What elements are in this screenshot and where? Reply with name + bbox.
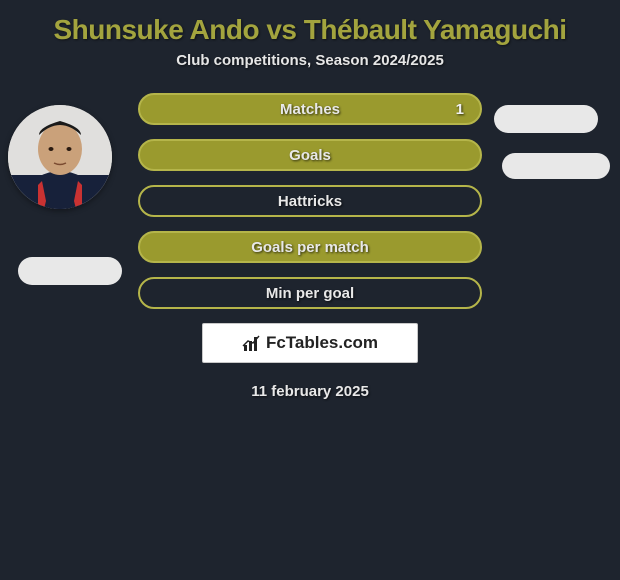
comparison-content: Matches 1 Goals Hattricks Goals per match Min… bbox=[0, 93, 620, 400]
page-subtitle: Club competitions, Season 2024/2025 bbox=[0, 52, 620, 93]
stat-bar: Goals bbox=[138, 139, 482, 171]
player-avatar-left bbox=[8, 105, 112, 209]
stat-label: Matches bbox=[280, 101, 340, 118]
page-title: Shunsuke Ando vs Thébault Yamaguchi bbox=[0, 0, 620, 52]
stat-label: Min per goal bbox=[266, 285, 354, 302]
stat-label: Goals per match bbox=[251, 239, 369, 256]
stat-pill-right-1 bbox=[494, 105, 598, 133]
stat-bars: Matches 1 Goals Hattricks Goals per match Min… bbox=[138, 93, 482, 309]
stat-bar: Hattricks bbox=[138, 185, 482, 217]
avatar-placeholder-icon bbox=[8, 105, 112, 209]
branding-box: FcTables.com bbox=[202, 323, 418, 363]
stat-value: 1 bbox=[456, 101, 464, 118]
stat-pill-right-2 bbox=[502, 153, 610, 179]
stat-bar: Matches 1 bbox=[138, 93, 482, 125]
date-text: 11 february 2025 bbox=[10, 383, 610, 400]
stat-bar: Min per goal bbox=[138, 277, 482, 309]
stat-pill-left bbox=[18, 257, 122, 285]
stat-label: Hattricks bbox=[278, 193, 342, 210]
stat-label: Goals bbox=[289, 147, 331, 164]
chart-icon bbox=[242, 333, 262, 353]
stat-bar: Goals per match bbox=[138, 231, 482, 263]
branding-text: FcTables.com bbox=[266, 333, 378, 353]
